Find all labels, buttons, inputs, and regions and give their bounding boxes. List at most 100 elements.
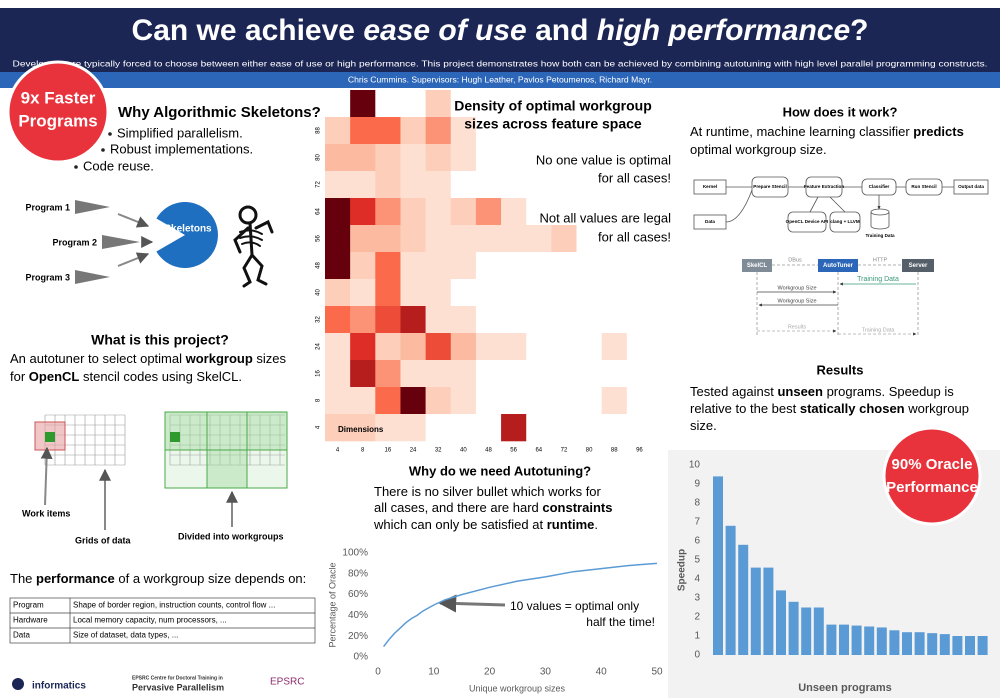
actor-box [742,259,772,272]
logo-text: EPSRC [270,677,304,688]
heat-cell [375,117,401,145]
heat-cell [350,360,376,388]
bar [864,626,875,655]
table-cell: Size of dataset, data types, ... [73,631,178,640]
y-tick-label: 16 [316,370,322,377]
heat-cell [425,225,452,253]
heat-cell [350,117,376,145]
bar [889,630,900,655]
heatmap-annotation: No one value is optimal [536,152,671,167]
heat-cell [601,360,628,388]
heat-cell [601,225,628,253]
work-item [170,432,180,442]
heat-cell [450,90,477,118]
messages [757,282,917,336]
workgroup [164,449,208,489]
heat-cell [551,225,577,253]
sequence-label: Training Data [862,327,896,333]
diagram-label: Work items [22,508,70,518]
heat-cell [501,117,527,145]
axis-title: Speedup [677,549,688,591]
x-tick-label: 0 [375,667,381,678]
heat-cell [425,387,452,415]
wedge [102,235,140,249]
heat-cell [350,333,376,361]
heatmap-annotation: Not all values are legal [539,210,671,225]
heat-cell [375,279,401,307]
y-tick-label: 20% [348,631,368,642]
paragraph-part: workgroup [905,401,969,416]
y-tick-label: 72 [316,181,322,188]
heat-cell [375,144,401,172]
section-heading: Results [817,362,864,377]
paragraph: At runtime, machine learning classifier … [690,124,964,139]
program-label: Program 1 [25,202,70,212]
heatmap-annotation: sizes across feature space [464,116,642,132]
paragraph-part: all cases, and there are hard [374,500,542,515]
y-tick-label: 2 [694,612,700,623]
actor-box [818,259,858,272]
paragraph-part: At runtime, machine learning classifier [690,124,913,139]
heat-cell [626,360,653,388]
heat-cell [375,333,401,361]
paragraph: There is no silver bullet which works fo… [374,484,602,499]
heat-cell [425,279,452,307]
heat-cell [425,90,452,118]
program-label: Program 2 [52,237,97,247]
heat-cell [475,90,502,118]
heat-cell [325,333,351,361]
heat-cell [601,252,628,280]
heat-cell [400,414,426,442]
bar [801,607,812,655]
y-tick-label: 24 [316,343,322,350]
heat-cell [551,198,577,226]
heat-cell [400,144,426,172]
heat-cell [325,225,351,253]
header-band [0,8,1000,72]
paragraph-part: for [10,369,29,384]
flow-links [725,186,954,223]
bar [965,636,975,655]
heat-cell [601,414,628,442]
paragraph-part: sizes [253,351,287,366]
y-tick-label: 4 [316,425,322,429]
table-cell: Program [13,601,44,610]
heat-cell [475,198,502,226]
heat-cell [450,414,477,442]
heat-cell [576,144,602,172]
ribs [239,229,263,247]
heat-cell [551,414,577,442]
heat-cell [375,198,401,226]
bullet [74,165,78,169]
heat-cell [325,144,351,172]
heat-cell [501,279,527,307]
heat-cell [501,387,527,415]
heat-cell [526,117,552,145]
paragraph-part: An autotuner to select optimal [10,351,186,366]
actor-box [902,259,934,272]
bullet-text: Code reuse. [83,158,154,173]
heat-cell [626,387,653,415]
x-tick-label: 10 [428,667,440,678]
heat-cell [400,333,426,361]
y-tick-label: 7 [694,517,700,528]
x-tick-label: 24 [410,448,417,454]
heat-cell [325,387,351,415]
x-tick-label: 40 [596,667,608,678]
heat-cell [501,171,527,199]
heat-cell [400,387,426,415]
bar [826,624,837,655]
flow-label: Training Data [865,233,895,238]
heat-cell [450,360,477,388]
heat-cell [375,171,401,199]
bar [788,601,799,655]
x-tick-label: 8 [361,448,365,454]
heat-cell [526,171,552,199]
heat-cell [450,252,477,280]
heat-cell [601,333,628,361]
workgroups [164,411,288,489]
workgroup [246,411,288,451]
heatmap-annotation: for all cases! [598,170,671,185]
heat-cell [350,225,376,253]
